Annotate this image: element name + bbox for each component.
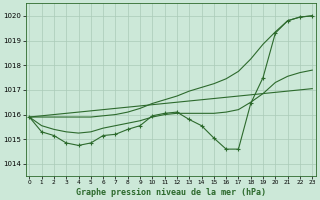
X-axis label: Graphe pression niveau de la mer (hPa): Graphe pression niveau de la mer (hPa): [76, 188, 266, 197]
